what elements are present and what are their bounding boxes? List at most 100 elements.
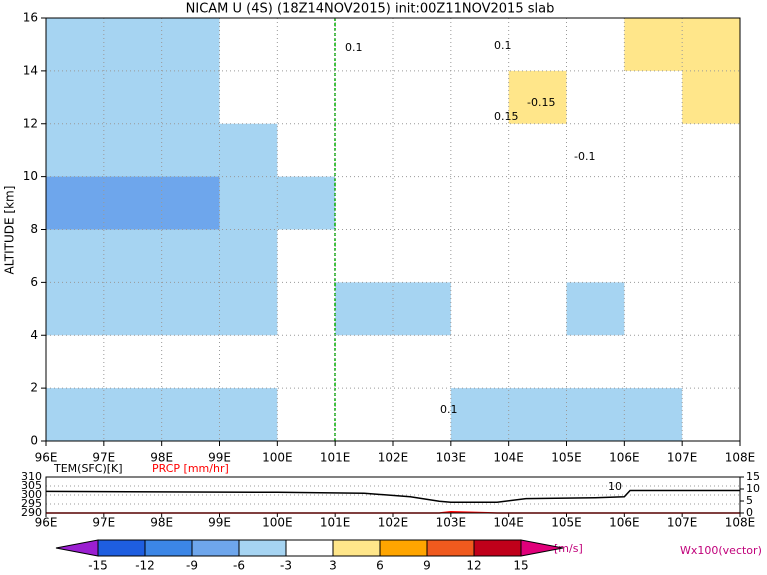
field-cell	[566, 123, 625, 178]
field-cell	[566, 176, 625, 230]
field-cell	[219, 282, 278, 336]
colorbar-segment	[473, 539, 522, 557]
field-cell	[161, 335, 220, 389]
field-cell	[277, 229, 336, 283]
y-tick-label: 290	[21, 506, 42, 519]
field-cell	[450, 70, 510, 125]
field-cell	[277, 388, 336, 442]
field-cell	[450, 335, 510, 389]
field-cell	[103, 388, 163, 442]
x-tick-label: 100E	[262, 451, 293, 465]
field-cell	[46, 18, 105, 72]
x-tick-label: 105E	[551, 516, 582, 530]
colorbar-label: -9	[186, 559, 198, 573]
field-cell	[277, 18, 336, 72]
field-cell	[624, 388, 683, 442]
field-cell	[450, 176, 510, 230]
y2-tick-label: 0	[746, 506, 753, 519]
field-cell	[103, 123, 163, 178]
contour-label: 0.15	[494, 110, 519, 123]
x-tick-label: 102E	[378, 451, 409, 465]
colorbar-segment	[238, 539, 287, 557]
field-cell	[450, 229, 510, 283]
plot-frame	[45, 17, 741, 442]
field-cell	[161, 18, 220, 72]
field-cell	[103, 282, 163, 336]
field-cell	[46, 229, 105, 283]
field-cell	[161, 70, 220, 125]
field-cell	[682, 229, 741, 283]
field-cell	[161, 176, 220, 230]
colorbar-segment	[520, 539, 564, 557]
field-cell	[393, 176, 452, 230]
field-cell	[335, 388, 394, 442]
field-cell	[219, 335, 278, 389]
y-tick-label: 310	[21, 470, 42, 483]
plot-frame	[45, 476, 741, 514]
contour-label: 0.1	[494, 39, 512, 52]
field-cell	[624, 282, 683, 336]
field-cell	[508, 70, 567, 125]
field-cell	[450, 282, 510, 336]
field-cell	[508, 176, 567, 230]
field-cell	[161, 388, 220, 442]
field-cell	[682, 18, 741, 72]
y-tick-label: 16	[23, 11, 38, 25]
colorbar-label: 3	[329, 559, 337, 573]
field-cell	[508, 388, 567, 442]
field-cell	[566, 229, 625, 283]
field-cell	[161, 282, 220, 336]
field-cell	[46, 123, 105, 178]
field-cell	[335, 18, 394, 72]
x-tick-label: 102E	[378, 516, 409, 530]
field-cell	[161, 123, 220, 178]
colorbar-label: -12	[135, 559, 155, 573]
field-cell	[277, 176, 336, 230]
contour-label: -0.15	[527, 96, 555, 109]
field-cell	[219, 18, 278, 72]
field-cell	[508, 229, 567, 283]
x-tick-label: 104E	[493, 451, 524, 465]
x-tick-label: 97E	[92, 516, 115, 530]
field-cell	[682, 123, 741, 178]
y-tick-label: 305	[21, 479, 42, 492]
x-tick-label: 98E	[150, 516, 173, 530]
series-line	[45, 489, 740, 503]
field-cell	[508, 335, 567, 389]
field-cell	[566, 335, 625, 389]
field-cell	[335, 229, 394, 283]
x-tick-label: 100E	[262, 516, 293, 530]
field-cell	[219, 70, 278, 125]
x-tick-label: 106E	[609, 516, 640, 530]
field-cell	[624, 123, 683, 178]
y-tick-label: 6	[30, 275, 38, 289]
field-cell	[335, 123, 394, 178]
x-tick-label: 99E	[208, 451, 231, 465]
x-tick-label: 98E	[150, 451, 173, 465]
x-tick-label: 108E	[725, 451, 756, 465]
x-tick-label: 103E	[436, 451, 467, 465]
field-cell	[450, 123, 510, 178]
field-cell	[335, 70, 394, 125]
field-cell	[103, 70, 163, 125]
x-tick-label: 103E	[436, 516, 467, 530]
field-cell	[508, 123, 567, 178]
field-cell	[103, 335, 163, 389]
contour-label: -0.1	[574, 150, 595, 163]
field-cell	[103, 229, 163, 283]
x-tick-label: 104E	[493, 516, 524, 530]
field-cell	[219, 388, 278, 442]
field-cell	[450, 388, 510, 442]
field-cell	[624, 70, 683, 125]
contour-label: 0.1	[345, 41, 363, 54]
y-axis-label: ALTITUDE [km]	[3, 186, 17, 275]
colorbar-segment	[285, 539, 334, 557]
x-tick-label: 96E	[35, 516, 58, 530]
colorbar-label: -3	[280, 559, 292, 573]
field-cell	[508, 18, 567, 72]
colorbar-label: 6	[376, 559, 384, 573]
field-cell	[624, 229, 683, 283]
y-tick-label: 14	[23, 63, 38, 77]
x-tick-label: 106E	[609, 451, 640, 465]
